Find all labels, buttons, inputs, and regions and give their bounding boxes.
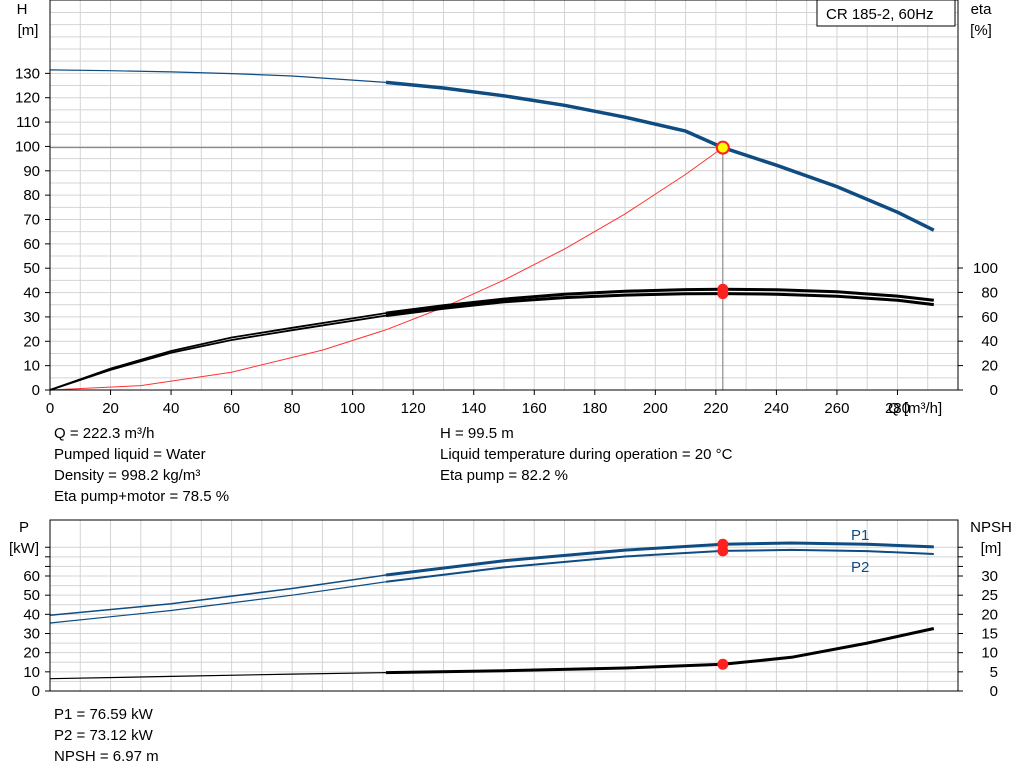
bottom-chart-series [49,538,935,680]
h-tick-label: 50 [23,260,40,277]
npsh-tick-label: 30 [981,568,998,585]
x-tick-label: 40 [163,400,180,417]
info-pumped-liquid: Pumped liquid = Water [54,446,206,463]
p-axis-label: P [19,519,29,536]
p-tick-label: 20 [23,645,40,662]
x-tick-label: 260 [824,400,849,417]
x-tick-label: 120 [401,400,426,417]
top-chart-grid [50,0,958,390]
npsh-axis-unit: [m] [981,540,1002,557]
eta-tick-label: 0 [990,382,998,399]
h-tick-label: 30 [23,309,40,326]
x-tick-label: 60 [223,400,240,417]
x-tick-label: 240 [764,400,789,417]
npsh-tick-label: 15 [981,626,998,643]
h-tick-label: 80 [23,187,40,204]
x-tick-label: 200 [643,400,668,417]
bottom-plot-frame [49,519,959,692]
npsh-curve-thin [49,672,387,680]
eta-axis-unit: [%] [970,22,992,39]
bottom-chart-axes: 0 10 20 30 40 50 60 0 5 10 15 20 25 30 [23,519,998,700]
eta-tick-label: 100 [973,260,998,277]
x-tick-label: 80 [284,400,301,417]
npsh-duty-marker [717,658,729,670]
p-tick-label: 0 [32,683,40,700]
x-tick-label: 140 [461,400,486,417]
x-tick-label: 100 [340,400,365,417]
p-axis-unit: [kW] [9,540,39,557]
npsh-tick-label: 5 [990,664,998,681]
h-tick-label: 0 [32,382,40,399]
eta-axis-label: eta [971,1,993,18]
info-bottom: P1 = 76.59 kW P2 = 73.12 kW NPSH = 6.97 … [54,704,159,767]
h-axis-unit: [m] [18,22,39,39]
h-axis-label: H [17,1,28,18]
head-curve-thin [49,69,387,83]
npsh-tick-label: 20 [981,606,998,623]
series-label-p1: P1 [851,527,869,544]
p2-curve-thin [49,581,387,624]
x-tick-label: 160 [522,400,547,417]
x-tick-label: 280 [885,400,910,417]
eta-pump-motor-curve-thin [49,314,387,391]
h-tick-label: 120 [15,90,40,107]
eta-pump-curve [385,287,934,315]
info-eta-pump-motor: Eta pump+motor = 78.5 % [54,488,230,505]
p-tick-label: 60 [23,568,40,585]
top-chart-axes: 0 20 40 60 80 100 120 140 160 180 200 220 240 260 2800… [15,0,998,417]
p-tick-label: 40 [23,606,40,623]
eta-tick-label: 20 [981,358,998,375]
bottom-chart-grid [50,520,958,691]
h-tick-label: 130 [15,65,40,82]
head-curve [385,80,935,232]
h-tick-label: 70 [23,212,40,229]
info-flow: Q = 222.3 m³/h [54,425,155,442]
npsh-tick-label: 0 [990,683,998,700]
eta-pump-curve-thin [49,312,387,391]
info-top-left: Q = 222.3 m³/h Pumped liquid = Water Den… [54,423,229,507]
p-tick-label: 50 [23,587,40,604]
h-tick-label: 110 [16,114,40,131]
h-tick-label: 60 [23,236,40,253]
series-label-p2: P2 [851,559,869,576]
h-tick-label: 90 [23,163,40,180]
x-tick-label: 220 [703,400,728,417]
info-head: H = 99.5 m [440,425,514,442]
chart-title: CR 185-2, 60Hz [826,6,934,23]
npsh-curve [385,627,935,675]
eta-tick-label: 40 [981,333,998,350]
h-tick-label: 10 [23,358,40,375]
eta-pump-motor-curve [385,292,934,318]
h-tick-label: 20 [23,333,40,350]
info-liquid-temperature: Liquid temperature during operation = 20… [440,446,733,463]
npsh-axis-label: NPSH [970,519,1012,536]
eta-tick-label: 60 [981,309,998,326]
info-eta-pump: Eta pump = 82.2 % [440,467,568,484]
info-top-right: H = 99.5 m Liquid temperature during ope… [440,423,732,486]
eta-tick-label: 80 [981,284,998,301]
h-tick-label: 40 [23,285,40,302]
eta-duty-marker [717,288,729,300]
npsh-tick-label: 25 [981,587,998,604]
x-tick-label: 180 [582,400,607,417]
p2-duty-marker [717,545,729,557]
x-tick-label: 20 [102,400,119,417]
info-density: Density = 998.2 kg/m³ [54,467,201,484]
h-tick-label: 100 [15,138,40,155]
top-chart-series [49,69,935,391]
info-p2: P2 = 73.12 kW [54,727,153,744]
p-tick-label: 10 [23,664,40,681]
npsh-tick-label: 10 [981,645,998,662]
head-duty-marker [715,140,730,155]
q-axis-label: Q [m³/h] [888,400,942,417]
info-p1: P1 = 76.59 kW [54,706,153,723]
chart-title-box [816,0,956,27]
p1-curve-thin [49,574,387,617]
x-tick-label: 0 [46,400,54,417]
info-npsh: NPSH = 6.97 m [54,748,159,765]
p-tick-label: 30 [23,626,40,643]
